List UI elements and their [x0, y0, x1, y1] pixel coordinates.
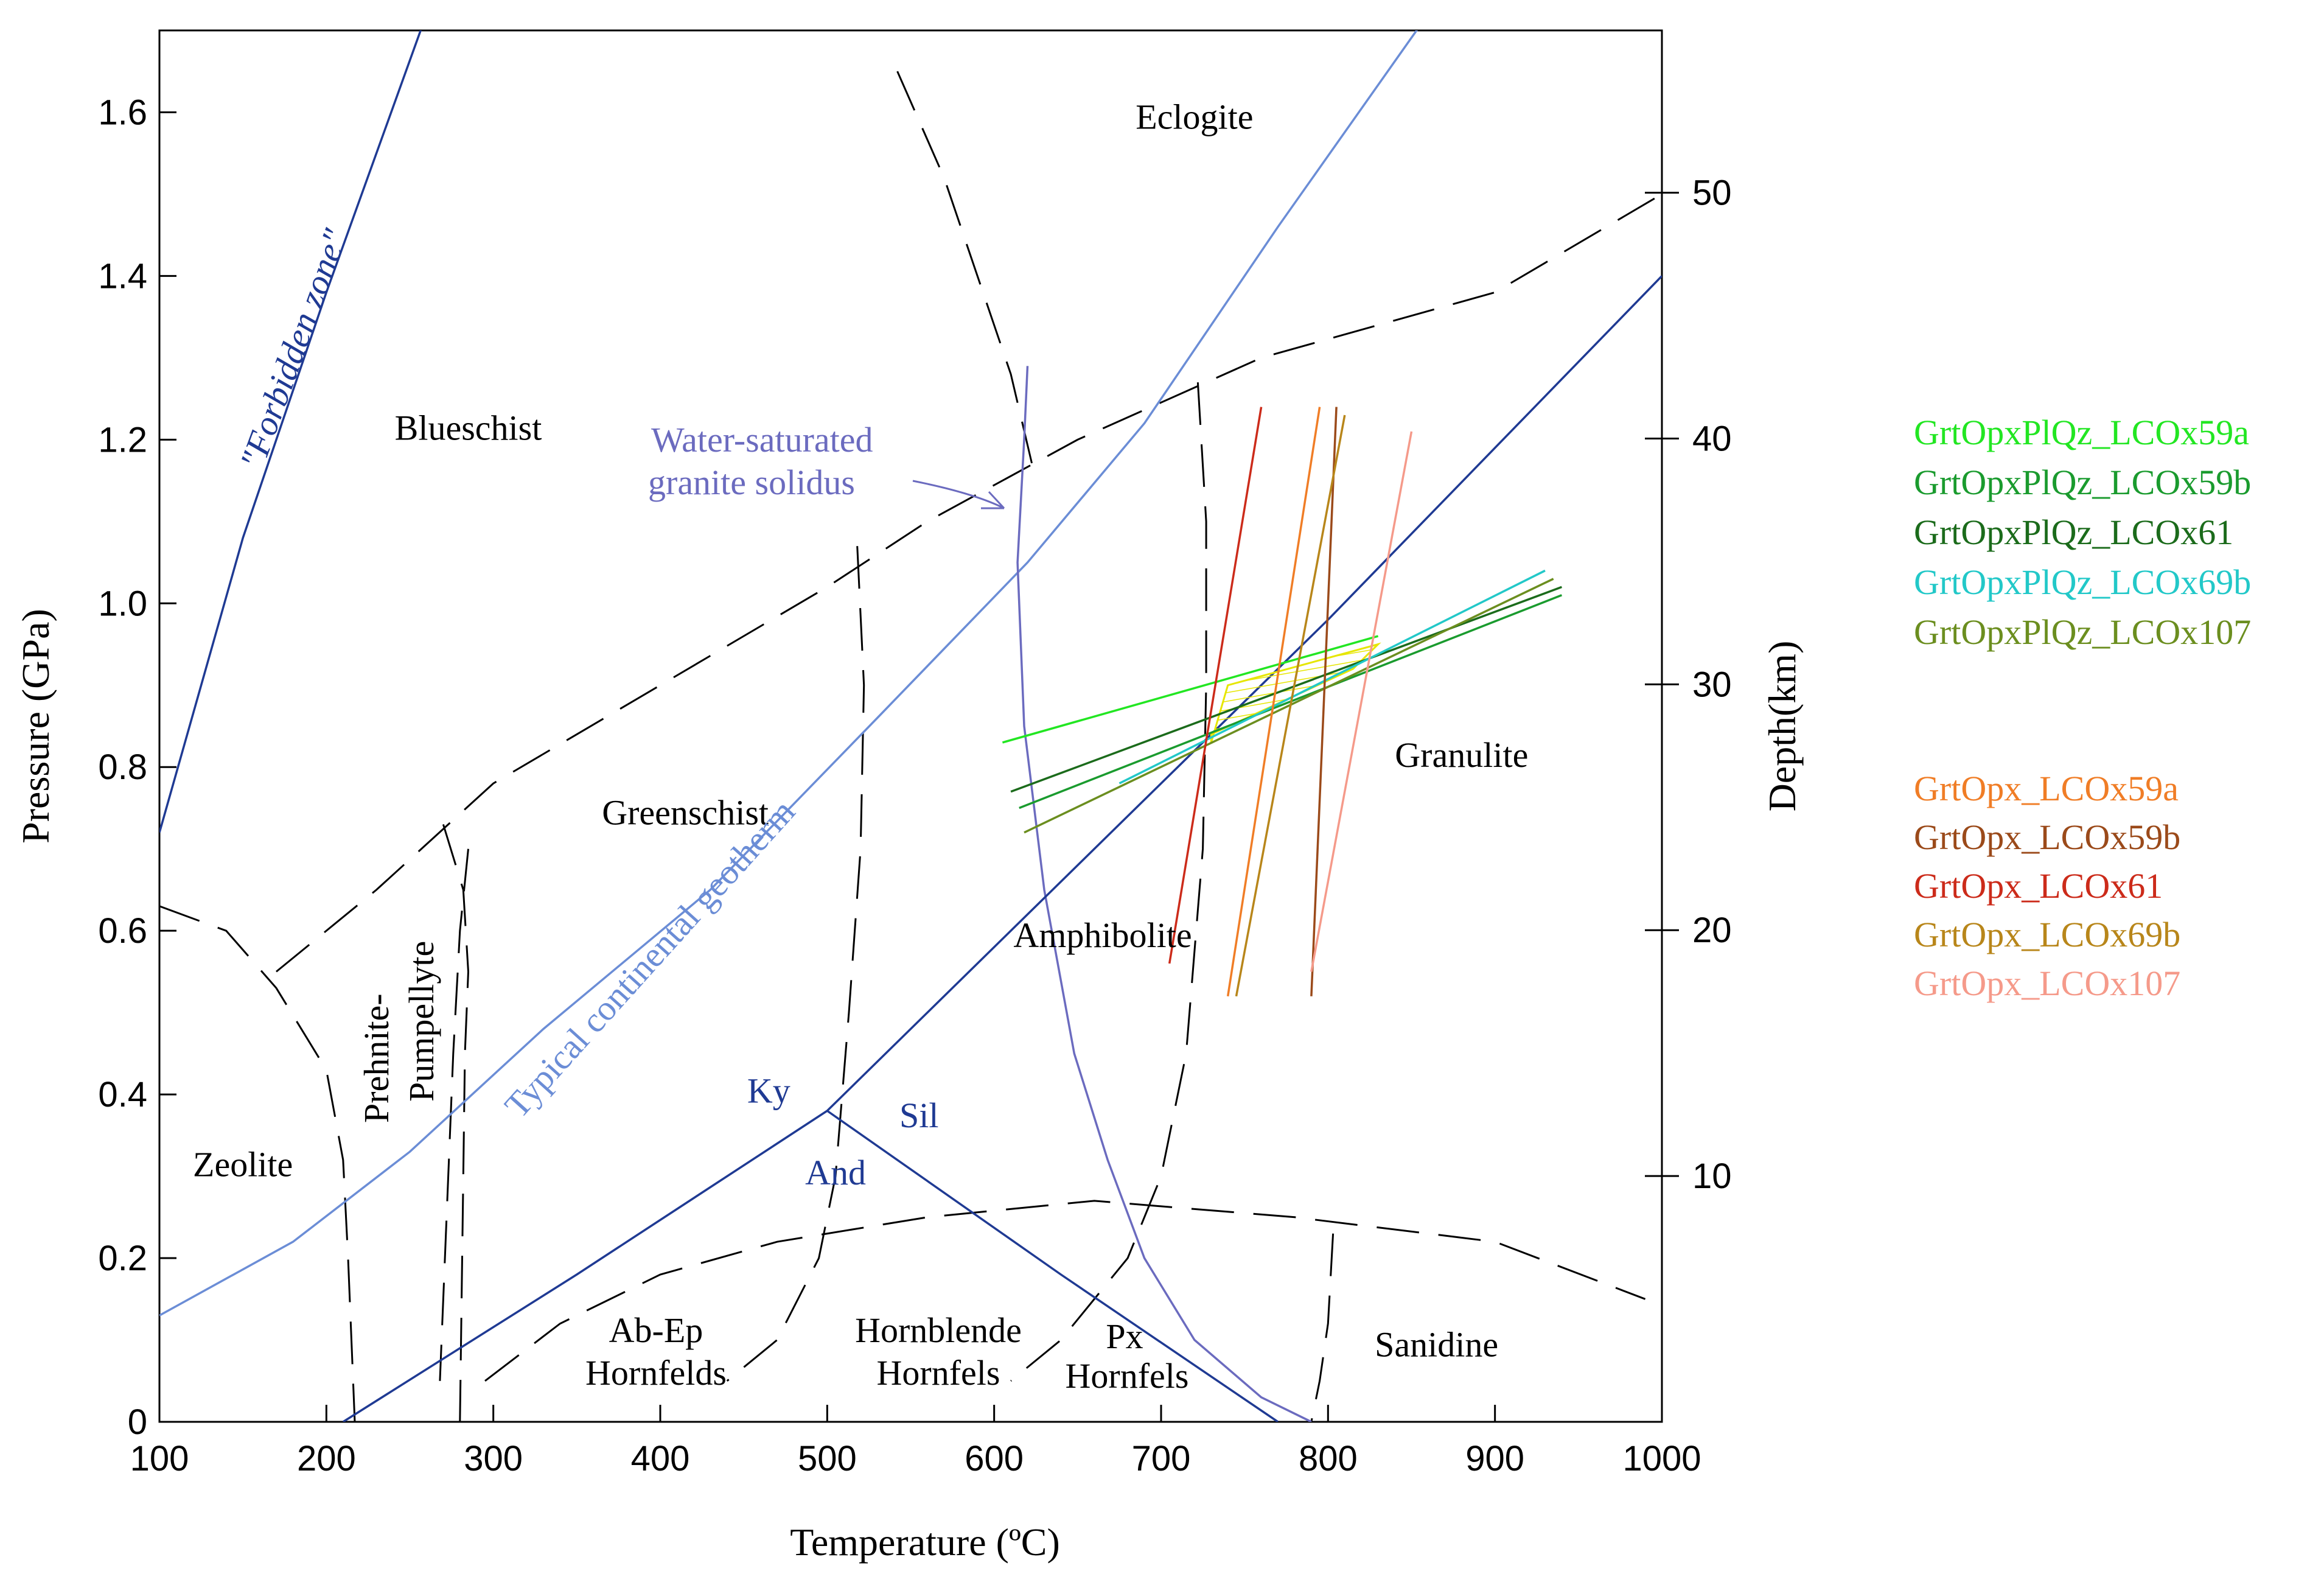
x-tick-label: 300: [464, 1439, 523, 1478]
x-tick-label: 800: [1299, 1439, 1358, 1478]
greenschist-amphibolite-boundary: [726, 546, 865, 1382]
x-tick-label: 500: [798, 1439, 857, 1478]
amphibolite-granulite-boundary: [1010, 382, 1207, 1382]
y-tick-label: 1.2: [98, 420, 147, 460]
region-label-greenschist: Greenschist: [602, 792, 769, 832]
legend-item: GrtOpxPlQz_LCOx69b: [1914, 562, 2251, 602]
legend-item: GrtOpxPlQz_LCOx107: [1914, 612, 2251, 652]
series-GrtOpxPlQz_LCOx61: [1010, 586, 1563, 793]
typical-continental-geotherm-line: [159, 30, 1418, 1317]
legend-item: GrtOpx_LCOx69b: [1914, 915, 2180, 954]
region-label-and: And: [805, 1153, 866, 1192]
region-label-eclogite: Eclogite: [1136, 97, 1253, 136]
reference-curves: [159, 30, 1662, 1422]
plot-frame: [158, 29, 1663, 1423]
forbidden-zone-line-line: [159, 30, 422, 833]
y-tick-label: 0.8: [98, 747, 147, 787]
hornblende-label-line1: Hornblende: [855, 1310, 1022, 1350]
prehnite-pumpellyte-left-boundary: [439, 848, 469, 1381]
thermobarometry-series: [1002, 407, 1563, 997]
region-label-amphibolite: Amphibolite: [1013, 915, 1192, 955]
legend-item: GrtOpx_LCOx61: [1914, 866, 2163, 906]
forbidden-zone-label: "Forbidden zone": [232, 223, 355, 474]
x-tick-label: 600: [965, 1439, 1024, 1478]
x-axis-title: Temperature (ºC): [790, 1520, 1060, 1564]
depth-tick-label: 50: [1692, 173, 1732, 213]
y-tick-label: 1.0: [98, 584, 147, 623]
x-tick-label: 100: [130, 1439, 189, 1478]
solidus-arrow: [912, 480, 1005, 509]
y-tick-label: 1.6: [98, 93, 147, 132]
series-GrtOpx_LCOx59b: [1310, 407, 1338, 996]
legend-item: GrtOpx_LCOx59b: [1914, 817, 2180, 857]
x-axis-ticks: 100 200 300 400 500 600 700 800 900 1000: [130, 1405, 1701, 1478]
legend-item: GrtOpxPlQz_LCOx59a: [1914, 413, 2249, 452]
eclogite-boundary: [896, 71, 1037, 481]
y-axis-title: Pressure (GPa): [14, 609, 57, 844]
series-GrtOpx_LCOx107: [1310, 431, 1413, 972]
region-label-sanidine: Sanidine: [1375, 1324, 1498, 1364]
water-saturated-granite-solidus-line: [1016, 366, 1312, 1422]
blueschist-greenschist-boundary: [276, 193, 1662, 973]
legend-item: GrtOpx_LCOx107: [1914, 964, 2180, 1003]
ky-and-line: [342, 1110, 828, 1422]
x-tick-label: 900: [1465, 1439, 1524, 1478]
legend-item: GrtOpxPlQz_LCOx59b: [1914, 463, 2251, 502]
depth-tick-label: 30: [1692, 665, 1732, 704]
region-label-blueschist: Blueschist: [395, 408, 542, 447]
region-label-ky: Ky: [747, 1071, 790, 1111]
abep-label-line1: Ab-Ep: [609, 1310, 703, 1350]
region-label-granulite: Granulite: [1395, 735, 1528, 775]
and-sil-line: [826, 1110, 1279, 1422]
y-tick-label: 1.4: [98, 256, 147, 296]
x-tick-label: 700: [1132, 1439, 1191, 1478]
series-GrtOpx_LCOx69b: [1235, 414, 1346, 997]
abep-label-line2: Hornfelds: [585, 1353, 727, 1393]
hornblende-label-line2: Hornfels: [877, 1353, 1000, 1393]
y-tick-label: 0.2: [98, 1239, 147, 1278]
px-label-line2: Hornfels: [1066, 1356, 1189, 1396]
depth-axis-title: Depth(km): [1760, 641, 1804, 812]
depth-axis-ticks: 10 20 30 40 50: [1645, 173, 1732, 1196]
region-label-sil: Sil: [899, 1096, 939, 1135]
zeolite-blueschist-boundary: [159, 905, 356, 1422]
depth-tick-label: 40: [1692, 419, 1732, 458]
x-tick-label: 200: [297, 1439, 356, 1478]
y-tick-label: 0.4: [98, 1075, 147, 1114]
x-tick-label: 1000: [1622, 1439, 1701, 1478]
region-label-zeolite: Zeolite: [193, 1145, 293, 1184]
y-tick-label: 0.6: [98, 911, 147, 951]
solidus-label-line2: granite solidus: [648, 463, 855, 502]
hornfels-boundary: [484, 1200, 1646, 1382]
solidus-label-line1: Water-saturated: [651, 420, 873, 460]
pt-intersection-region: [1210, 642, 1381, 743]
facies-boundaries: [159, 71, 1662, 1422]
facies-labels: Eclogite Blueschist Greenschist Amphibolite…: [193, 97, 1528, 1364]
x-tick-label: 400: [631, 1439, 690, 1478]
depth-tick-label: 20: [1692, 911, 1732, 950]
prehnite-pumpellyte-right-boundary: [442, 824, 470, 1422]
series-GrtOpxPlQz_LCOx107: [1024, 578, 1554, 834]
sanidine-boundary: [1310, 1233, 1335, 1422]
series-GrtOpx_LCOx59a: [1226, 407, 1321, 997]
legend-item: GrtOpx_LCOx59a: [1914, 769, 2179, 808]
prehnite-label-line1: Prehnite-: [357, 993, 396, 1123]
series-GrtOpxPlQz_LCOx69b: [1118, 569, 1546, 785]
depth-tick-label: 10: [1692, 1156, 1732, 1196]
y-tick-label: 0: [128, 1402, 147, 1442]
legend-item: GrtOpxPlQz_LCOx61: [1914, 512, 2233, 552]
px-label-line1: Px: [1106, 1317, 1143, 1356]
y-axis-ticks: 0 0.2 0.4 0.6 0.8 1.0 1.2 1.4 1.6: [98, 93, 176, 1442]
series-GrtOpx_LCOx61: [1168, 407, 1263, 964]
series-GrtOpxPlQz_LCOx59a: [1002, 635, 1379, 744]
prehnite-label-line2: Pumpellyte: [402, 941, 441, 1102]
legend: GrtOpxPlQz_LCOx59a GrtOpxPlQz_LCOx59b GrtO…: [1914, 413, 2251, 1003]
